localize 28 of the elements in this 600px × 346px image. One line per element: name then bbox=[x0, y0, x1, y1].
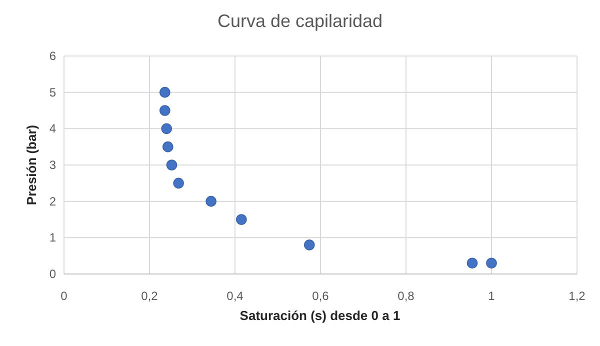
y-tick-label: 4 bbox=[49, 122, 56, 136]
x-tick-label: 1 bbox=[488, 289, 496, 303]
x-tick-label: 1,2 bbox=[568, 289, 586, 303]
y-tick-label: 3 bbox=[49, 158, 56, 172]
point bbox=[486, 258, 497, 268]
y-axis-title: Presión (bar) bbox=[24, 124, 39, 206]
x-tick-label: 0,8 bbox=[398, 289, 415, 303]
point bbox=[161, 123, 172, 134]
x-axis-title: Saturación (s) desde 0 a 1 bbox=[240, 308, 400, 323]
y-tick-label: 1 bbox=[49, 230, 56, 245]
chart-title: Curva de capilaridad bbox=[217, 11, 383, 31]
point bbox=[166, 160, 178, 170]
point bbox=[466, 258, 478, 268]
point bbox=[236, 214, 247, 225]
x-tick-label: 0 bbox=[60, 289, 68, 303]
point bbox=[162, 141, 174, 152]
x-tick-label: 0,2 bbox=[141, 289, 158, 303]
y-tick-label: 2 bbox=[49, 194, 56, 208]
point bbox=[206, 196, 216, 207]
point bbox=[159, 86, 170, 98]
y-tick-label: 5 bbox=[49, 85, 56, 100]
point bbox=[159, 105, 170, 116]
y-tick-label: 0 bbox=[49, 267, 56, 281]
point bbox=[304, 240, 315, 250]
x-tick-label: 0,4 bbox=[226, 289, 244, 303]
x-tick-label: 0,6 bbox=[312, 289, 330, 303]
y-tick-label: 6 bbox=[49, 49, 56, 63]
point bbox=[173, 178, 184, 189]
